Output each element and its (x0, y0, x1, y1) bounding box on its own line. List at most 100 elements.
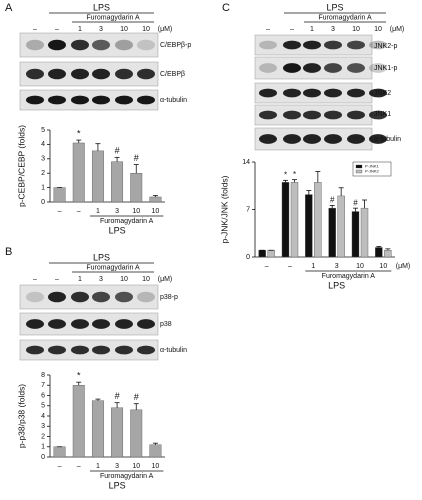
significance-mark: # (115, 146, 120, 156)
x-tick-label: 10 (132, 208, 140, 215)
bar (375, 247, 383, 258)
blot-band (115, 68, 133, 80)
blot-band (137, 39, 155, 51)
blot-band (92, 68, 110, 80)
bar (314, 182, 322, 258)
legend-swatch (355, 169, 363, 174)
dose-label: 1 (78, 276, 82, 283)
bar (337, 195, 345, 258)
blot-band (26, 291, 44, 303)
blot-band (347, 110, 365, 120)
x-tick-label: – (288, 263, 292, 270)
bar (72, 385, 85, 458)
legend-label: P-JNK1 (365, 164, 380, 169)
significance-mark: * (77, 371, 81, 381)
y-tick-label: 7 (41, 382, 45, 389)
blot-label: α-tubulin (160, 97, 187, 104)
significance-mark: # (330, 196, 335, 205)
x-axis-label-2: LPS (328, 280, 345, 290)
blot-band (303, 63, 321, 73)
x-tick-label: 10 (152, 463, 160, 470)
blot-band (71, 319, 89, 329)
legend-box (352, 161, 392, 177)
dose-label: – (266, 26, 270, 33)
blot-band (26, 345, 44, 355)
dose-label: 10 (120, 26, 128, 33)
x-tick-label: – (58, 208, 62, 215)
bar (328, 207, 336, 258)
dose-label: 3 (99, 276, 103, 283)
blot-band (115, 345, 133, 355)
blot-band (347, 40, 365, 50)
blot-band (115, 319, 133, 329)
significance-mark: # (134, 153, 139, 163)
lps-label: LPS (326, 2, 343, 12)
dose-label: – (55, 276, 59, 283)
blot-band (369, 40, 387, 50)
blot-band (115, 291, 133, 303)
dose-label: 3 (99, 26, 103, 33)
drug-label: Furomagydarin A (86, 14, 140, 21)
blot-band (48, 39, 66, 51)
bar (305, 194, 313, 258)
bar (267, 250, 275, 258)
blot-band (347, 134, 365, 144)
y-axis-label: p-p38/p38 (folds) (16, 384, 26, 448)
significance-mark: # (134, 392, 139, 402)
bar (351, 211, 360, 258)
drug-label: Furomagydarin A (318, 14, 372, 21)
blot-band (137, 68, 155, 80)
blot-band (259, 63, 277, 73)
blot-band (71, 39, 89, 51)
blot-band (71, 291, 89, 303)
bar (130, 172, 143, 203)
x-tick-label: 10 (356, 263, 364, 270)
blot-band (283, 134, 301, 144)
lps-label: LPS (93, 2, 110, 12)
blot-band (347, 63, 365, 73)
bar (149, 196, 162, 203)
bar (258, 250, 266, 258)
x-axis-label-2: LPS (109, 480, 126, 490)
y-tick-label: 14 (242, 159, 250, 166)
bar (53, 446, 66, 458)
significance-mark: * (77, 128, 81, 138)
blot-band (283, 63, 301, 73)
blot-band (369, 88, 387, 98)
x-axis-label: Furomagydarin A (322, 273, 376, 280)
bar (111, 161, 124, 203)
significance-mark: * (284, 170, 287, 179)
x-tick-label: – (77, 463, 81, 470)
unit-label: (μM) (158, 26, 173, 33)
y-tick-label: 2 (41, 170, 45, 177)
blot-band (347, 88, 365, 98)
blot-band (48, 95, 66, 105)
y-tick-label: 4 (41, 141, 45, 148)
blot-label: JNK2-p (374, 43, 397, 50)
x-axis-label-2: LPS (109, 225, 126, 235)
dose-label: 1 (78, 26, 82, 33)
blot-band (26, 319, 44, 329)
blot-band (92, 291, 110, 303)
blot-band (48, 291, 66, 303)
significance-mark: # (353, 198, 358, 207)
dose-label: – (290, 26, 294, 33)
y-tick-label: 6 (41, 392, 45, 399)
bar (281, 182, 290, 258)
blot-label: p38 (160, 321, 172, 328)
blot-band (303, 40, 321, 50)
x-tick-label: 3 (335, 263, 339, 270)
significance-mark: * (293, 170, 296, 179)
blot-band (137, 291, 155, 303)
blot-band (369, 63, 387, 73)
bar (130, 409, 143, 458)
unit-label: (μM) (390, 26, 405, 33)
blot-label: C/EBPβ (160, 71, 185, 78)
blot-band (324, 63, 342, 73)
y-tick-label: 5 (41, 403, 45, 410)
panel-letter: C (222, 2, 230, 14)
dose-label: 3 (331, 26, 335, 33)
bar (384, 250, 392, 258)
bar (290, 182, 299, 258)
blot-band (26, 68, 44, 80)
